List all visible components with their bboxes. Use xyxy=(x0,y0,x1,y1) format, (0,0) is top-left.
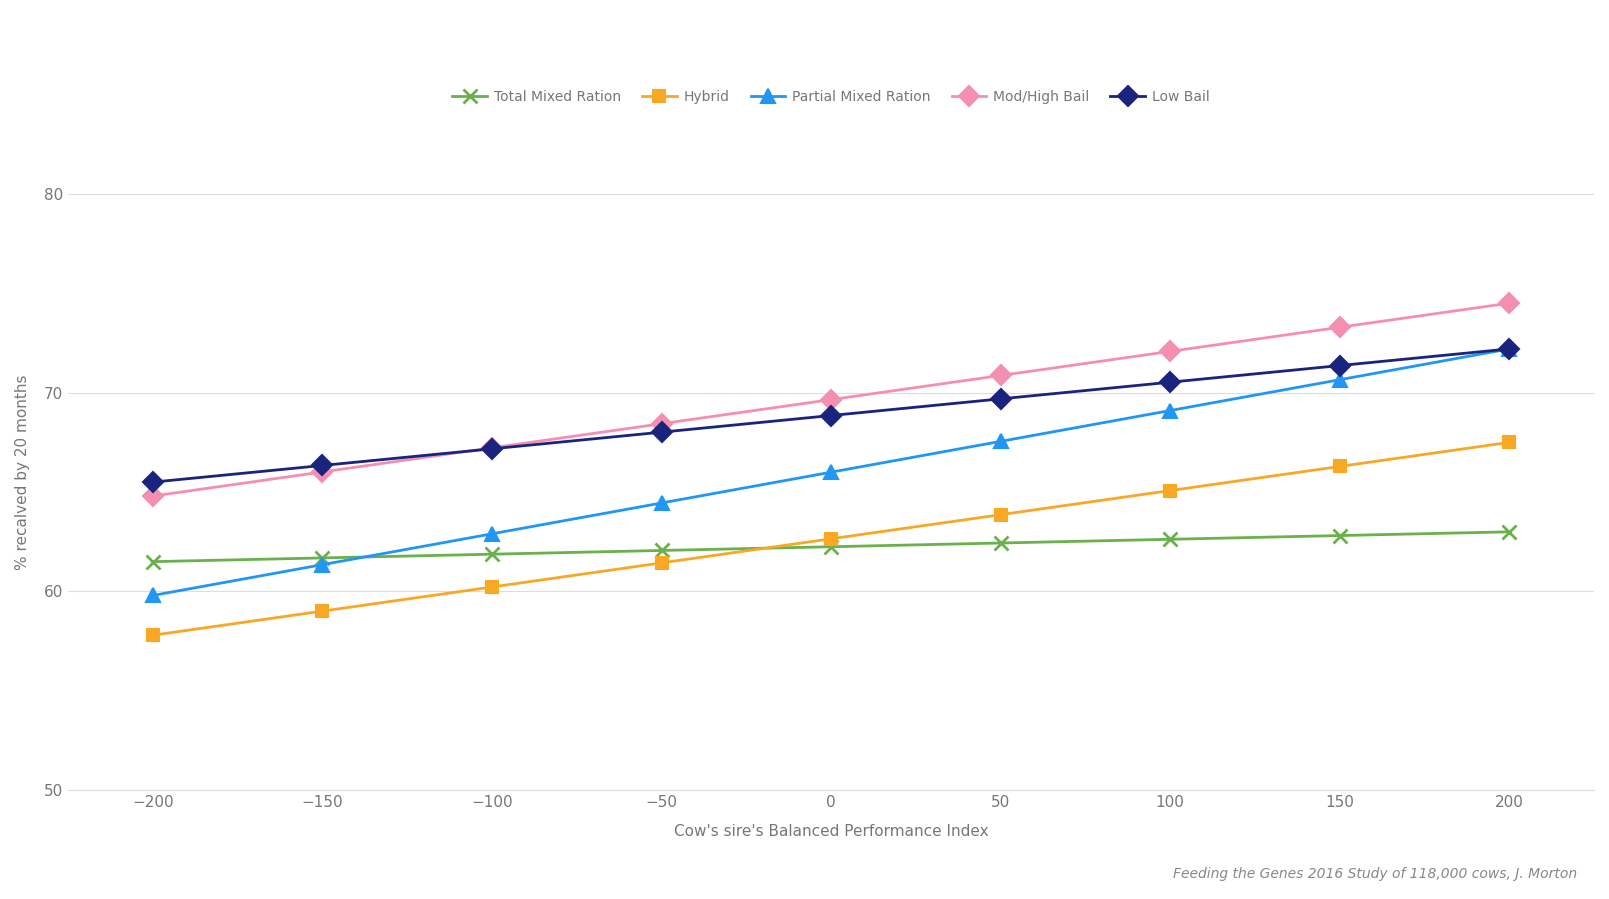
Mod/High Bail xyxy=(652,418,671,429)
Partial Mixed Ration xyxy=(1500,343,1519,354)
Hybrid xyxy=(652,557,671,568)
Partial Mixed Ration xyxy=(1331,374,1350,385)
Mod/High Bail xyxy=(1331,322,1350,333)
Mod/High Bail xyxy=(822,394,842,405)
Hybrid xyxy=(483,582,502,592)
Total Mixed Ration xyxy=(822,541,842,552)
Partial Mixed Ration xyxy=(652,498,671,509)
Legend: Total Mixed Ration, Hybrid, Partial Mixed Ration, Mod/High Bail, Low Bail: Total Mixed Ration, Hybrid, Partial Mixe… xyxy=(447,85,1215,110)
Low Bail xyxy=(1331,360,1350,371)
Hybrid xyxy=(991,509,1010,520)
Partial Mixed Ration xyxy=(483,529,502,539)
Mod/High Bail xyxy=(143,491,163,502)
Total Mixed Ration xyxy=(652,545,671,556)
Total Mixed Ration xyxy=(991,538,1010,548)
Partial Mixed Ration xyxy=(822,467,842,477)
Line: Hybrid: Hybrid xyxy=(146,436,1516,642)
Mod/High Bail xyxy=(1160,346,1179,357)
Low Bail xyxy=(991,394,1010,405)
Low Bail xyxy=(1500,343,1519,354)
Low Bail xyxy=(143,476,163,487)
Mod/High Bail xyxy=(483,442,502,453)
Low Bail xyxy=(1160,377,1179,387)
Total Mixed Ration xyxy=(1331,530,1350,541)
Line: Partial Mixed Ration: Partial Mixed Ration xyxy=(146,342,1516,602)
Mod/High Bail xyxy=(312,467,331,477)
Total Mixed Ration xyxy=(483,548,502,559)
Partial Mixed Ration xyxy=(312,559,331,570)
Partial Mixed Ration xyxy=(991,436,1010,447)
Low Bail xyxy=(652,427,671,438)
Partial Mixed Ration xyxy=(143,590,163,601)
Line: Total Mixed Ration: Total Mixed Ration xyxy=(146,525,1516,568)
Hybrid xyxy=(822,533,842,544)
Total Mixed Ration xyxy=(143,556,163,567)
Hybrid xyxy=(1160,485,1179,496)
Low Bail xyxy=(822,410,842,421)
Partial Mixed Ration xyxy=(1160,405,1179,416)
Low Bail xyxy=(312,460,331,471)
Mod/High Bail xyxy=(1500,298,1519,308)
Line: Low Bail: Low Bail xyxy=(146,342,1516,489)
Y-axis label: % recalved by 20 months: % recalved by 20 months xyxy=(14,374,31,570)
Hybrid xyxy=(312,606,331,617)
Hybrid xyxy=(143,630,163,641)
Total Mixed Ration xyxy=(312,553,331,564)
Low Bail xyxy=(483,443,502,454)
Line: Mod/High Bail: Mod/High Bail xyxy=(146,297,1516,503)
Hybrid xyxy=(1331,461,1350,472)
Mod/High Bail xyxy=(991,370,1010,381)
Total Mixed Ration xyxy=(1160,534,1179,545)
Total Mixed Ration xyxy=(1500,527,1519,538)
X-axis label: Cow's sire's Balanced Performance Index: Cow's sire's Balanced Performance Index xyxy=(674,824,988,839)
Hybrid xyxy=(1500,437,1519,448)
Text: Feeding the Genes 2016 Study of 118,000 cows, J. Morton: Feeding the Genes 2016 Study of 118,000 … xyxy=(1173,867,1577,881)
